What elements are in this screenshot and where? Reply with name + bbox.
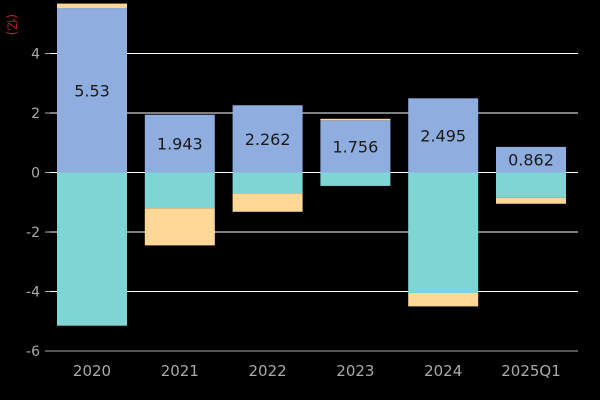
bar-segment bbox=[320, 172, 391, 186]
bar-segment bbox=[320, 118, 391, 121]
gridlines bbox=[50, 53, 578, 293]
bar-segment bbox=[57, 8, 127, 173]
bars bbox=[57, 3, 566, 326]
y-tick-label: -6 bbox=[26, 344, 40, 360]
bar-segment bbox=[496, 197, 566, 204]
bar-segment bbox=[232, 193, 303, 212]
bar-value-label: 2.262 bbox=[245, 130, 291, 149]
bar-segment bbox=[144, 172, 215, 209]
bar-segment bbox=[408, 292, 479, 307]
bar-segment bbox=[408, 98, 479, 173]
y-tick-label: 2 bbox=[31, 106, 40, 122]
y-tick-label: -4 bbox=[26, 285, 40, 301]
x-category-label: 2025Q1 bbox=[501, 362, 561, 380]
bar-value-label: 1.943 bbox=[157, 135, 203, 154]
bar-segment bbox=[232, 105, 303, 173]
y-unit-label: (亿) bbox=[5, 14, 20, 35]
x-category-label: 2021 bbox=[161, 362, 199, 380]
bar-segment bbox=[408, 172, 479, 293]
bar-segment bbox=[232, 172, 303, 194]
bar-value-label: 5.53 bbox=[74, 81, 110, 100]
bar-segment bbox=[496, 146, 566, 173]
bar-value-label: 0.862 bbox=[508, 151, 554, 170]
x-category-label: 2020 bbox=[73, 362, 111, 380]
bar-segment bbox=[57, 172, 127, 326]
bar-value-label: 1.756 bbox=[332, 137, 378, 156]
bar-segment bbox=[57, 3, 127, 9]
y-tick-label: -2 bbox=[26, 225, 40, 241]
y-tick-label: 4 bbox=[31, 47, 40, 63]
y-tick-label: 0 bbox=[31, 166, 40, 182]
bar-segment bbox=[144, 208, 215, 246]
x-category-label: 2023 bbox=[336, 362, 374, 380]
x-category-label: 2024 bbox=[424, 362, 462, 380]
x-category-label: 2022 bbox=[249, 362, 287, 380]
bar-value-label: 2.495 bbox=[420, 126, 466, 145]
axes: -6 -4 -2 0 2 4 bbox=[26, 47, 578, 360]
bar-segment bbox=[144, 114, 215, 173]
bar-segment bbox=[496, 172, 566, 198]
bar-segment bbox=[320, 120, 391, 173]
labels: 2020 2021 2022 2023 2024 2025Q1 5.53 1.943 2.262… bbox=[73, 81, 561, 380]
